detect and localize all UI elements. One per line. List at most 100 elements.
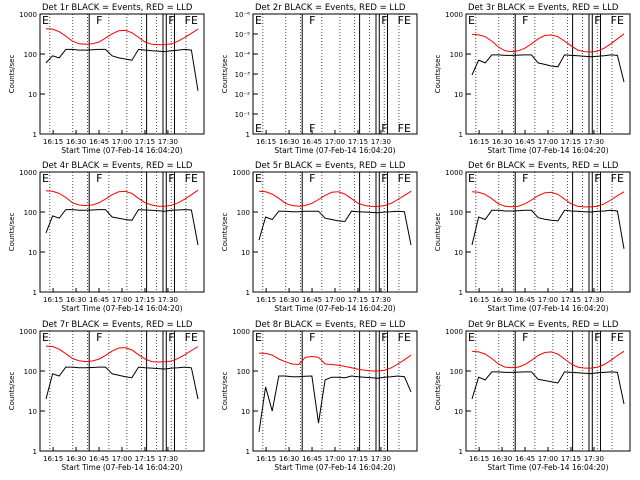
flag-label: E (42, 14, 49, 27)
x-tick-label: 16:30 (279, 296, 299, 304)
y-tick-label: 1 (33, 448, 37, 456)
flag-label: F (594, 172, 600, 185)
series-line-lld (258, 352, 412, 372)
x-tick-label: 17:30 (158, 296, 178, 304)
series-line-lld (471, 350, 625, 369)
y-axis-label: Counts/sec (8, 213, 16, 252)
y-tick-label: 100 (450, 209, 463, 217)
flag-label-bottom: FE (398, 122, 411, 135)
x-tick-label: 17:30 (584, 138, 604, 146)
flag-label: F (309, 331, 315, 344)
x-tick-label: 17:15 (561, 455, 581, 463)
x-tick-label: 16:15 (256, 138, 276, 146)
plot-frame (465, 171, 631, 293)
x-tick-label: 16:15 (43, 455, 63, 463)
y-tick-label: 10 (241, 249, 250, 257)
x-axis-label: Start Time (07-Feb-14 16:04:20) (274, 463, 395, 472)
y-tick-label: 10 (454, 91, 463, 99)
chart-panel-8: Det 8r BLACK = Events, RED = LLD Counts/s… (221, 320, 418, 472)
series-line-lld (471, 33, 625, 53)
x-tick-label: 17:00 (538, 138, 558, 146)
plot-frame (39, 330, 205, 452)
series-line-lld (258, 190, 412, 207)
x-tick-label: 17:30 (584, 455, 604, 463)
x-tick-label: 17:15 (135, 455, 155, 463)
x-tick-label: 16:15 (469, 138, 489, 146)
chart-title: Det 6r BLACK = Events, RED = LLD (468, 161, 619, 171)
y-tick-label: 1000 (445, 169, 463, 177)
x-tick-label: 17:15 (135, 138, 155, 146)
chart-title: Det 2r BLACK = Events, RED = LLD (255, 3, 406, 13)
x-tick-label: 16:45 (515, 455, 535, 463)
y-tick-label: 1 (459, 448, 463, 456)
x-axis-label: Start Time (07-Feb-14 16:04:20) (487, 304, 608, 313)
y-tick-label: 1 (459, 289, 463, 297)
x-tick-label: 17:15 (348, 296, 368, 304)
flag-label: E (468, 172, 475, 185)
x-tick-label: 16:30 (492, 138, 512, 146)
flag-label: F (309, 172, 315, 185)
chart-panel-1: Det 1r BLACK = Events, RED = LLD Counts/s… (8, 3, 205, 155)
x-tick-label: 17:00 (325, 138, 345, 146)
x-tick-label: 16:45 (89, 455, 109, 463)
flag-label: FE (185, 14, 198, 27)
x-tick-label: 17:30 (584, 296, 604, 304)
flag-label: E (468, 14, 475, 27)
series-line-lld (471, 191, 625, 208)
flag-label: E (42, 172, 49, 185)
y-tick-label: 1000 (232, 169, 250, 177)
chart-title: Det 7r BLACK = Events, RED = LLD (42, 320, 193, 330)
x-tick-label: 17:00 (538, 296, 558, 304)
chart-title: Det 9r BLACK = Events, RED = LLD (468, 320, 619, 330)
flag-label: F (594, 14, 600, 27)
x-tick-label: 16:30 (492, 296, 512, 304)
y-tick-label: 10⁻³ (235, 71, 251, 79)
y-tick-label: 1000 (232, 328, 250, 336)
flag-label: F (522, 14, 528, 27)
y-tick-label: 100 (450, 368, 463, 376)
x-tick-label: 17:30 (371, 138, 391, 146)
x-tick-label: 17:00 (538, 455, 558, 463)
flag-label: F (522, 331, 528, 344)
x-tick-label: 16:15 (469, 296, 489, 304)
x-tick-label: 16:30 (66, 296, 86, 304)
x-tick-label: 16:30 (279, 455, 299, 463)
x-tick-label: 16:30 (492, 455, 512, 463)
y-tick-label: 10 (28, 91, 37, 99)
y-axis-label: Counts/sec (434, 213, 442, 252)
x-tick-label: 16:30 (279, 138, 299, 146)
x-axis-label: Start Time (07-Feb-14 16:04:20) (61, 304, 182, 313)
plot-frame (39, 171, 205, 293)
flag-label: FE (185, 331, 198, 344)
x-axis-label: Start Time (07-Feb-14 16:04:20) (61, 463, 182, 472)
y-tick-label: 1000 (445, 328, 463, 336)
y-tick-label: 100 (24, 51, 37, 59)
flag-label: F (96, 331, 102, 344)
y-tick-label: 1 (246, 131, 250, 139)
flag-label: F (168, 172, 174, 185)
x-tick-label: 16:45 (515, 138, 535, 146)
y-tick-label: 10⁻⁵ (235, 31, 251, 39)
flag-label: FE (398, 331, 411, 344)
chart-title: Det 3r BLACK = Events, RED = LLD (468, 3, 619, 13)
x-tick-label: 16:15 (43, 138, 63, 146)
flag-label: E (42, 331, 49, 344)
chart-panel-5: Det 5r BLACK = Events, RED = LLD Counts/s… (221, 161, 418, 313)
y-tick-label: 1 (33, 131, 37, 139)
y-tick-label: 10⁻⁴ (235, 51, 251, 59)
series-line-events (471, 209, 625, 249)
y-tick-label: 10⁻⁶ (235, 11, 251, 19)
series-line-lld (45, 28, 199, 46)
flag-label: FE (611, 172, 624, 185)
y-tick-label: 10 (454, 408, 463, 416)
x-tick-label: 17:30 (371, 455, 391, 463)
flag-label: F (96, 172, 102, 185)
y-tick-label: 100 (450, 51, 463, 59)
y-axis-label: Counts/sec (8, 372, 16, 411)
x-axis-label: Start Time (07-Feb-14 16:04:20) (274, 304, 395, 313)
flag-label: FE (185, 172, 198, 185)
x-tick-label: 17:15 (135, 296, 155, 304)
y-tick-label: 10 (241, 408, 250, 416)
plot-frame (465, 13, 631, 135)
